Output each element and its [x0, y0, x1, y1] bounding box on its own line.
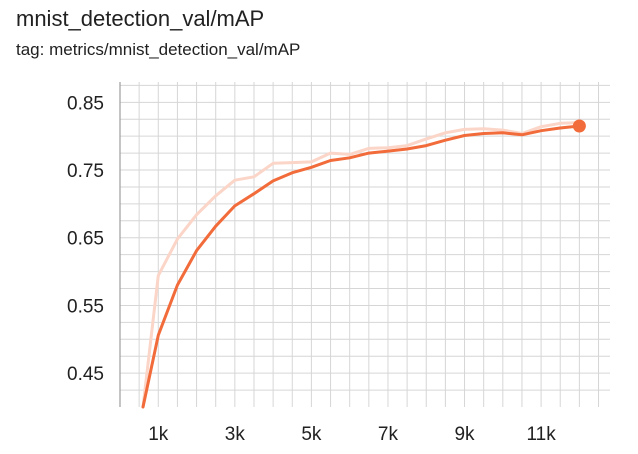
x-tick-label: 3k [225, 424, 246, 445]
y-tick-label: 0.65 [67, 229, 104, 250]
x-tick-label: 11k [526, 424, 556, 445]
x-tick-label: 1k [148, 424, 169, 445]
y-tick-label: 0.55 [67, 296, 104, 317]
x-tick-label: 9k [454, 424, 475, 445]
y-tick-label: 0.75 [67, 161, 104, 182]
y-tick-label: 0.45 [67, 364, 104, 385]
y-tick-label: 0.85 [67, 93, 104, 114]
x-tick-label: 5k [301, 424, 322, 445]
chart-title: mnist_detection_val/mAP [16, 6, 265, 31]
smoothed-series-line [141, 124, 581, 409]
raw-series-line [141, 121, 581, 409]
x-tick-label: 7k [378, 424, 399, 445]
chart-tag: tag: metrics/mnist_detection_val/mAP [16, 40, 301, 59]
last-point-marker [572, 119, 586, 133]
